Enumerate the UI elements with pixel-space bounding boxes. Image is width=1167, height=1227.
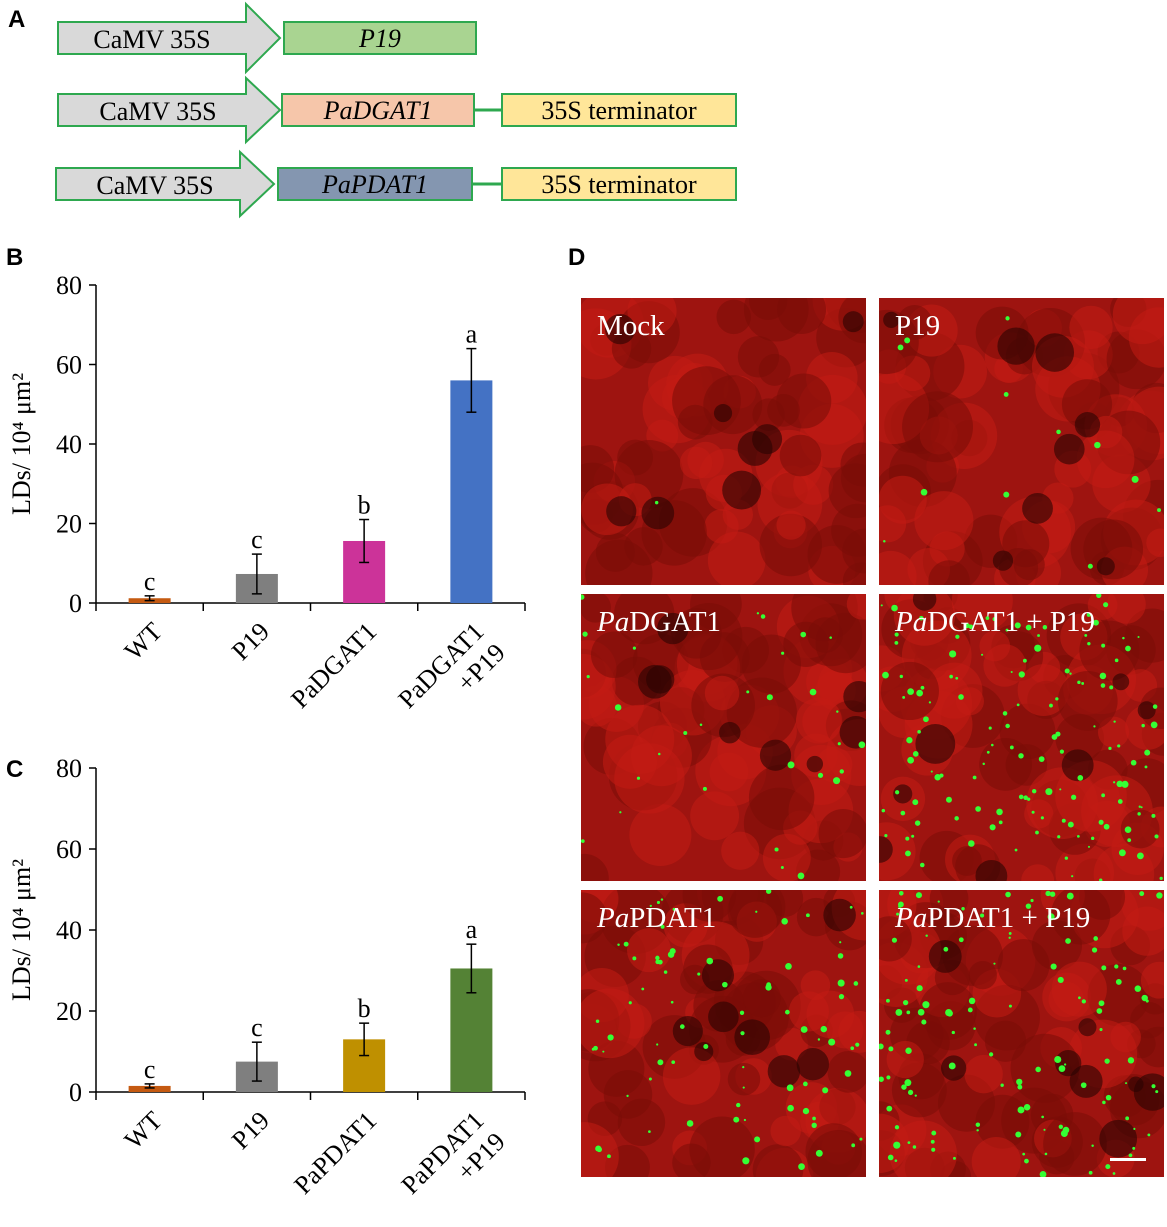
micrograph-image bbox=[581, 594, 866, 881]
micrograph-label: PaPDAT1 bbox=[597, 902, 716, 935]
terminator-label: 35S terminator bbox=[541, 96, 697, 125]
category-label: PaDGAT1+P19 bbox=[393, 617, 511, 735]
micrograph-panel: PaDGAT1 + P19 bbox=[879, 594, 1164, 881]
micrograph-label: PaDGAT1 + P19 bbox=[895, 606, 1095, 639]
micrograph-image bbox=[581, 890, 866, 1177]
significance-letter: a bbox=[466, 915, 478, 944]
y-tick-label: 40 bbox=[56, 430, 82, 459]
scale-bar bbox=[1110, 1158, 1146, 1161]
significance-letter: b bbox=[358, 491, 371, 520]
micrograph-label-italic: Pa bbox=[895, 902, 928, 934]
panel-letter-c: C bbox=[6, 756, 24, 783]
micrograph-label: P19 bbox=[895, 310, 940, 343]
micrograph-panel: PaDGAT1 bbox=[581, 594, 866, 881]
gene-box bbox=[277, 167, 473, 201]
promoter-label: CaMV 35S bbox=[93, 25, 210, 54]
micrograph-image bbox=[879, 298, 1164, 585]
y-tick-label: 60 bbox=[56, 835, 82, 864]
y-tick-label: 20 bbox=[56, 997, 82, 1026]
construct-diagram: CaMV 35S P19 CaMV 35S PaDGAT1 35S termin… bbox=[55, 1, 737, 219]
panel-letter-d: D bbox=[568, 244, 586, 271]
y-tick-label: 0 bbox=[69, 589, 82, 618]
promoter-label: CaMV 35S bbox=[99, 97, 216, 126]
y-tick-label: 60 bbox=[56, 351, 82, 380]
micrograph-label: Mock bbox=[597, 310, 665, 343]
category-label: WT bbox=[119, 617, 168, 666]
y-tick-label: 80 bbox=[56, 271, 82, 300]
category-label: P19 bbox=[226, 1106, 275, 1155]
significance-letter: c bbox=[144, 567, 156, 596]
micrograph-label-italic: Pa bbox=[895, 606, 928, 638]
micrograph-image bbox=[879, 594, 1164, 881]
category-label: PaDGAT1 bbox=[285, 617, 382, 714]
promoter-arrow bbox=[57, 75, 282, 145]
micrograph-panel: PaPDAT1 + P19 bbox=[879, 890, 1164, 1177]
panel-letter-a: A bbox=[8, 6, 26, 33]
y-axis-label: LDs/ 10⁴ μm² bbox=[7, 859, 36, 1001]
micrograph-label: PaPDAT1 + P19 bbox=[895, 902, 1090, 935]
gene-box bbox=[283, 21, 477, 55]
gene-box bbox=[281, 93, 475, 127]
significance-letter: c bbox=[251, 525, 263, 554]
y-tick-label: 0 bbox=[69, 1078, 82, 1107]
y-tick-label: 40 bbox=[56, 916, 82, 945]
micrograph-label-italic: Pa bbox=[597, 606, 630, 638]
significance-letter: c bbox=[144, 1055, 156, 1084]
construct-row-padgat1: CaMV 35S PaDGAT1 35S terminator bbox=[57, 75, 737, 145]
promoter-arrow bbox=[57, 1, 282, 75]
micrograph-label-text: PDAT1 bbox=[629, 902, 717, 934]
micrograph-label-text: Mock bbox=[597, 310, 665, 342]
y-axis-label: LDs/ 10⁴ μm² bbox=[7, 373, 36, 515]
category-label: PaPDAT1+P19 bbox=[396, 1106, 511, 1221]
terminator-box bbox=[501, 167, 737, 201]
micrograph-label-text: DGAT1 + P19 bbox=[927, 606, 1096, 638]
panel-letter-b: B bbox=[6, 244, 24, 271]
construct-row-papdat1: CaMV 35S PaPDAT1 35S terminator bbox=[55, 149, 737, 219]
micrograph-label-text: DGAT1 bbox=[629, 606, 722, 638]
promoter-label: CaMV 35S bbox=[96, 171, 213, 200]
construct-row-p19: CaMV 35S P19 bbox=[57, 1, 477, 75]
y-tick-label: 20 bbox=[56, 510, 82, 539]
category-label: WT bbox=[119, 1106, 168, 1155]
y-tick-label: 80 bbox=[56, 755, 82, 783]
significance-letter: a bbox=[466, 320, 478, 349]
micrograph-label: PaDGAT1 bbox=[597, 606, 721, 639]
micrograph-panel: P19 bbox=[879, 298, 1164, 585]
bar-chart-c: 0 20 40 60 80 LDs/ 10⁴ μm² c WT c P19 b PaPDAT1 a PaP… bbox=[7, 755, 526, 1221]
terminator-box bbox=[501, 93, 737, 127]
micrograph-panel: PaPDAT1 bbox=[581, 890, 866, 1177]
gene-label: P19 bbox=[358, 24, 401, 53]
category-label: P19 bbox=[226, 617, 275, 666]
micrograph-label-italic: Pa bbox=[597, 902, 630, 934]
bar bbox=[128, 1085, 171, 1092]
promoter-arrow bbox=[55, 149, 276, 219]
significance-letter: b bbox=[358, 994, 371, 1023]
gene-label: PaDGAT1 bbox=[323, 96, 433, 125]
category-label: PaPDAT1 bbox=[288, 1106, 382, 1200]
micrograph-image bbox=[879, 890, 1164, 1177]
micrograph-panel: Mock bbox=[581, 298, 866, 585]
terminator-label: 35S terminator bbox=[541, 170, 697, 199]
micrograph-label-text: P19 bbox=[895, 310, 941, 342]
gene-label: PaPDAT1 bbox=[321, 170, 428, 199]
bar-chart-b: 0 20 40 60 80 LDs/ 10⁴ μm² c WT c P19 b PaDGAT1 a PaD… bbox=[7, 271, 526, 735]
bar bbox=[450, 380, 493, 603]
micrograph-image bbox=[581, 298, 866, 585]
micrograph-label-text: PDAT1 + P19 bbox=[927, 902, 1091, 934]
significance-letter: c bbox=[251, 1013, 263, 1042]
